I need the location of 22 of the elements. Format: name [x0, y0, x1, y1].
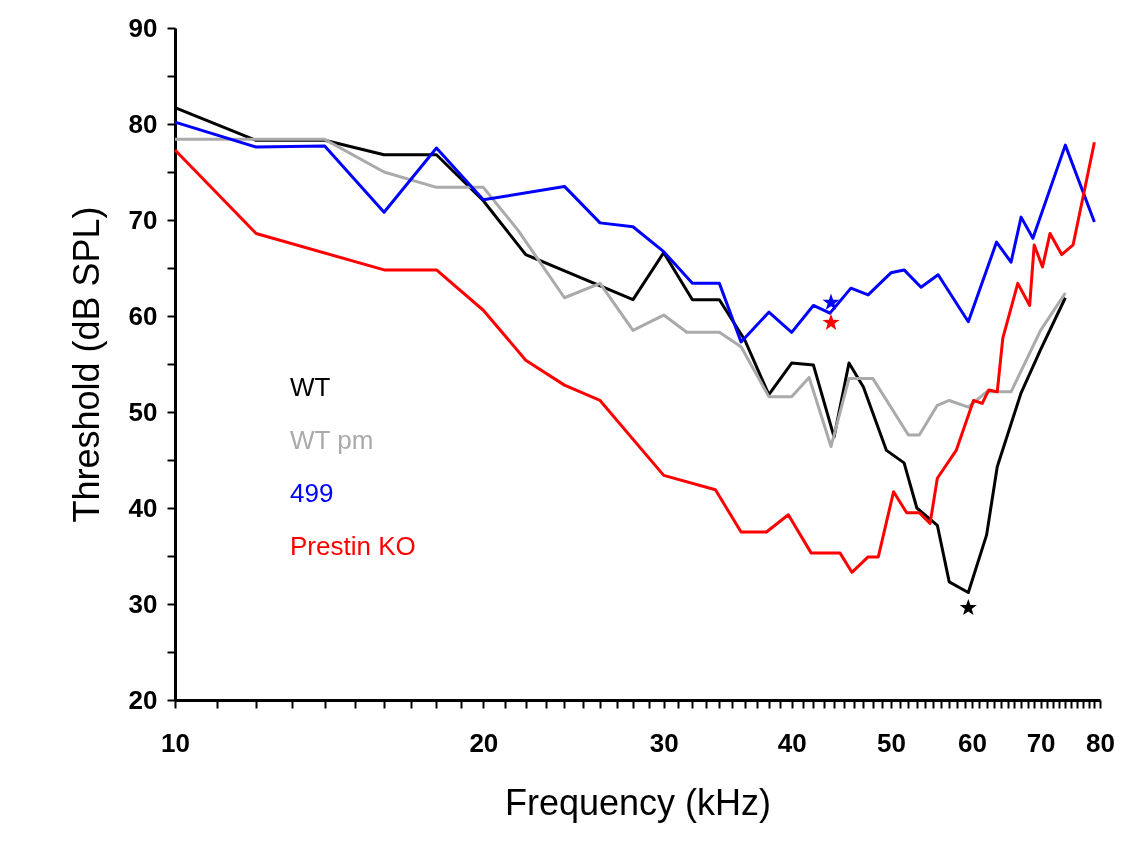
y-tick-label: 70 [128, 204, 158, 235]
y-tick-label: 60 [128, 300, 158, 331]
x-tick-label: 40 [777, 727, 807, 758]
text: 499 [290, 478, 334, 508]
y-axis-title: Threshold (dB SPL) [65, 206, 107, 523]
y-tick-label: 20 [128, 684, 158, 715]
x-tick-label: 20 [469, 727, 499, 758]
x-tick-label: 80 [1086, 727, 1115, 758]
x-tick-label: 60 [958, 727, 987, 758]
x-tick-label: 30 [649, 727, 679, 758]
y-tick-label: 40 [128, 492, 158, 523]
text: WT pm [290, 425, 374, 455]
text: WT [290, 372, 331, 402]
y-tick-label: 80 [128, 108, 158, 139]
x-tick-label: 10 [161, 727, 190, 758]
text: Prestin KO [290, 531, 416, 561]
y-tick-label: 50 [128, 396, 158, 427]
x-tick-label: 50 [876, 727, 906, 758]
y-tick-label: 30 [128, 588, 158, 619]
y-tick-label: 90 [128, 12, 158, 43]
x-tick-label: 70 [1026, 727, 1056, 758]
x-axis-title: Frequency (kHz) [504, 781, 772, 823]
